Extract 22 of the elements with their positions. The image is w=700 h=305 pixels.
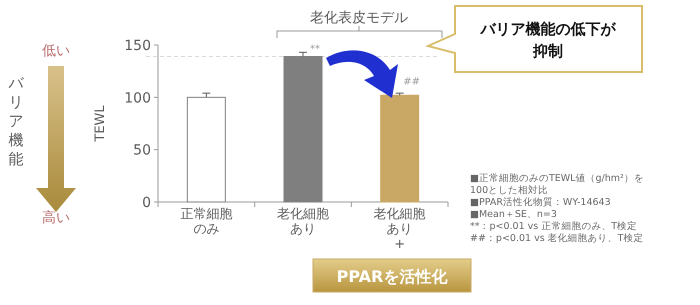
text: バリア機能の低下が抑制 — [480, 20, 616, 60]
text: 低い — [42, 43, 70, 59]
x-tick-label: 正常細胞のみ — [180, 207, 232, 237]
y-axis-title: TEWL — [93, 104, 108, 143]
text: バリア機能 — [8, 74, 24, 168]
text: ■PPAR活性化物質：WY-14643 — [470, 196, 611, 208]
y-tick-label: 0 — [142, 195, 151, 211]
y-tick-label: 150 — [124, 38, 151, 54]
text: ■正常細胞のみのTEWL値（g/hm²）を 100とした相対比 — [470, 172, 644, 196]
text: **：p<0.01 vs 正常細胞のみ、T検定 — [470, 220, 638, 232]
x-tick-label: 老化細胞あり — [374, 207, 426, 237]
text: ##：p<0.01 vs 老化細胞あり、T検定 — [470, 232, 644, 244]
annotation: ** — [310, 44, 320, 56]
y-tick-label: 50 — [133, 142, 151, 159]
annotation: ## — [403, 76, 420, 88]
text: 高い — [42, 210, 70, 226]
text: + — [394, 237, 406, 252]
text: ■Mean＋SE、n=3 — [470, 209, 557, 220]
text: PPARを活性化 — [336, 267, 448, 286]
text: 老化表皮モデル — [310, 10, 408, 26]
y-tick-label: 100 — [124, 90, 151, 106]
x-tick-label: 老化細胞あり — [277, 207, 329, 237]
